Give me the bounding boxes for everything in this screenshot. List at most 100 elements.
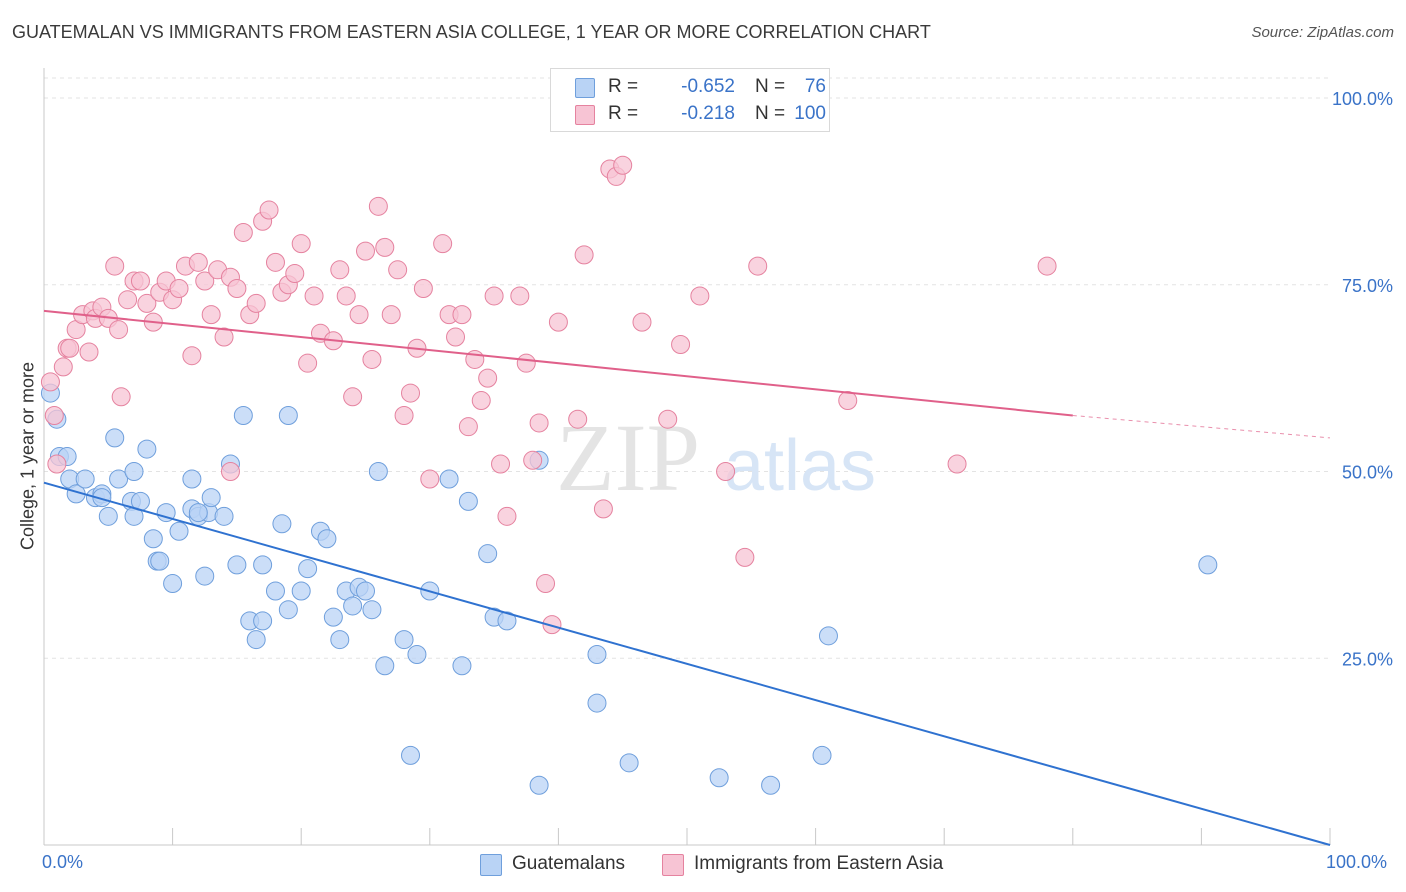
y-tick-label: 75.0%: [1342, 276, 1393, 296]
point-eastern-asia: [105, 256, 125, 276]
point-guatemalans: [407, 645, 427, 665]
point-guatemalans: [587, 693, 607, 713]
point-eastern-asia: [130, 271, 150, 291]
point-eastern-asia: [220, 462, 240, 481]
point-guatemalans: [195, 566, 215, 586]
point-eastern-asia: [593, 499, 613, 519]
point-guatemalans: [169, 521, 189, 541]
trend-line-extension: [1072, 414, 1331, 439]
point-eastern-asia: [420, 469, 440, 489]
data-points: [40, 155, 1218, 795]
correlation-legend: R = -0.652 N = 76 R = -0.218 N = 100: [550, 68, 830, 132]
point-guatemalans: [298, 559, 318, 579]
legend-n-value: 100: [794, 103, 826, 124]
point-eastern-asia: [118, 290, 138, 310]
point-guatemalans: [246, 630, 266, 650]
point-eastern-asia: [362, 349, 382, 369]
point-guatemalans: [291, 581, 311, 601]
point-guatemalans: [497, 611, 517, 631]
watermark: ZIP atlas: [556, 404, 876, 511]
point-guatemalans: [401, 745, 421, 765]
point-guatemalans: [818, 626, 838, 646]
point-eastern-asia: [690, 286, 710, 306]
x-tick-min: 0.0%: [42, 852, 84, 872]
point-guatemalans: [163, 574, 183, 594]
point-eastern-asia: [446, 327, 466, 347]
point-eastern-asia: [227, 278, 247, 298]
point-guatemalans: [227, 555, 247, 575]
point-eastern-asia: [574, 245, 594, 265]
y-tick-label: 100.0%: [1332, 89, 1393, 109]
y-tick-labels: 25.0% 50.0% 75.0% 100.0%: [1332, 89, 1393, 669]
point-eastern-asia: [452, 305, 472, 325]
point-guatemalans: [452, 656, 472, 676]
point-eastern-asia: [381, 305, 401, 325]
point-eastern-asia: [529, 413, 549, 433]
point-eastern-asia: [201, 305, 221, 325]
point-eastern-asia: [548, 312, 568, 332]
point-eastern-asia: [716, 462, 736, 481]
point-eastern-asia: [304, 286, 324, 306]
point-guatemalans: [156, 503, 176, 523]
point-eastern-asia: [60, 338, 80, 358]
point-eastern-asia: [613, 155, 633, 175]
point-eastern-asia: [375, 237, 395, 257]
point-eastern-asia: [182, 346, 202, 366]
point-eastern-asia: [195, 271, 215, 291]
point-guatemalans: [1198, 555, 1218, 575]
point-eastern-asia: [169, 278, 189, 298]
point-eastern-asia: [838, 391, 858, 411]
point-guatemalans: [343, 596, 363, 616]
point-eastern-asia: [394, 405, 414, 425]
point-guatemalans: [317, 529, 337, 549]
point-guatemalans: [272, 514, 292, 534]
chart-title: GUATEMALAN VS IMMIGRANTS FROM EASTERN AS…: [12, 22, 931, 42]
point-eastern-asia: [542, 615, 562, 635]
point-guatemalans: [323, 607, 343, 627]
point-eastern-asia: [401, 383, 421, 403]
legend-label-eastern-asia: Immigrants from Eastern Asia: [694, 853, 944, 874]
legend-swatch-eastern-asia: [575, 105, 595, 125]
point-eastern-asia: [285, 264, 305, 284]
point-guatemalans: [75, 469, 95, 489]
trend-line-eastern-asia: [43, 309, 1073, 417]
legend-r-value: -0.218: [681, 103, 735, 124]
point-guatemalans: [812, 745, 832, 765]
point-eastern-asia: [336, 286, 356, 306]
legend-swatch-eastern-asia: [662, 854, 684, 876]
point-eastern-asia: [536, 574, 556, 594]
legend-r-value: -0.652: [681, 76, 735, 97]
point-guatemalans: [233, 405, 253, 425]
point-guatemalans: [619, 753, 639, 773]
point-guatemalans: [439, 469, 459, 489]
point-eastern-asia: [458, 417, 478, 437]
point-eastern-asia: [53, 357, 73, 377]
point-eastern-asia: [246, 293, 266, 313]
point-guatemalans: [278, 405, 298, 425]
point-guatemalans: [105, 428, 125, 448]
point-eastern-asia: [40, 372, 60, 392]
point-guatemalans: [253, 611, 273, 631]
point-eastern-asia: [330, 260, 350, 280]
point-eastern-asia: [632, 312, 652, 332]
y-axis-label: College, 1 year or more: [17, 361, 38, 551]
point-eastern-asia: [484, 286, 504, 306]
legend-n-label: N =: [755, 76, 786, 97]
point-guatemalans: [143, 529, 163, 549]
legend-r-label: R =: [608, 103, 639, 124]
point-eastern-asia: [1037, 256, 1057, 276]
point-eastern-asia: [109, 320, 129, 340]
point-eastern-asia: [291, 234, 311, 254]
point-eastern-asia: [413, 278, 433, 298]
point-guatemalans: [362, 600, 382, 620]
legend-r-label: R =: [608, 76, 639, 97]
trend-line-guatemalans: [43, 481, 1331, 846]
point-guatemalans: [201, 488, 221, 508]
point-eastern-asia: [947, 454, 967, 474]
point-eastern-asia: [478, 368, 498, 388]
point-guatemalans: [330, 630, 350, 650]
point-eastern-asia: [471, 391, 491, 411]
point-eastern-asia: [516, 353, 536, 373]
point-guatemalans: [356, 581, 375, 601]
